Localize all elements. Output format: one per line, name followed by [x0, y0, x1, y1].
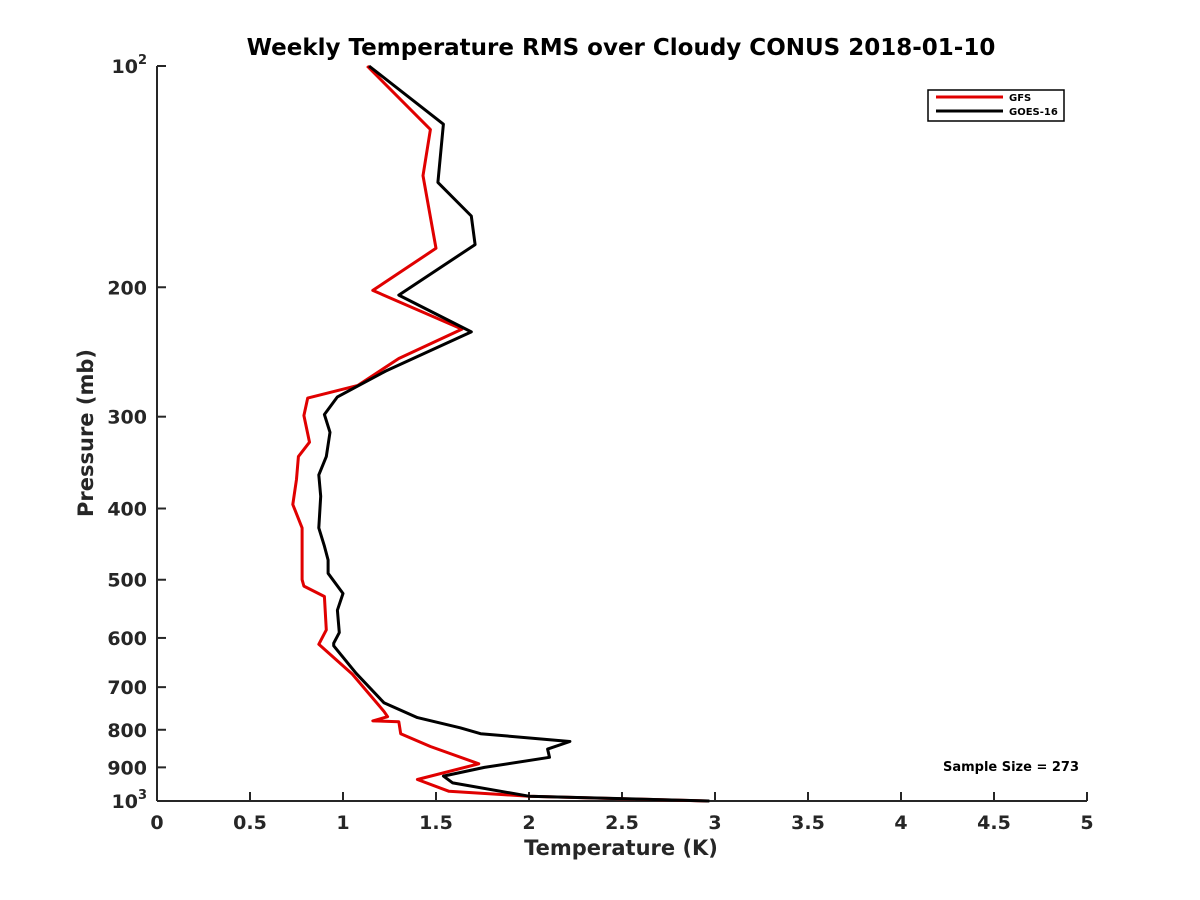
- y-tick-label: 500: [107, 570, 147, 592]
- series-line-goes-16: [317, 64, 710, 803]
- y-tick-label-base: 700: [107, 677, 147, 699]
- y-tick-label: 600: [107, 628, 147, 650]
- x-tick-label: 2: [522, 812, 535, 834]
- x-tick-label: 3.5: [791, 812, 825, 834]
- x-axis-label: Temperature (K): [524, 836, 718, 860]
- y-tick-label: 300: [107, 407, 147, 429]
- legend-label: GOES-16: [1009, 107, 1058, 118]
- legend-box: [927, 89, 1065, 122]
- y-tick-label-base: 800: [107, 720, 147, 742]
- x-tick-label: 4: [894, 812, 907, 834]
- x-tick-label: 4.5: [977, 812, 1011, 834]
- y-tick-label-base: 10: [112, 791, 138, 813]
- y-tick-label-base: 900: [107, 757, 147, 779]
- y-tick-label-base: 300: [107, 407, 147, 429]
- y-tick-label-base: 200: [107, 277, 147, 299]
- legend-label: GFS: [1009, 93, 1031, 104]
- x-tick-label: 1: [336, 812, 349, 834]
- x-tick-label: 1.5: [419, 812, 453, 834]
- y-axis-label: Pressure (mb): [74, 349, 98, 517]
- y-tick-label: 103: [112, 788, 148, 813]
- y-tick-label: 400: [107, 499, 147, 521]
- y-tick-label-base: 400: [107, 499, 147, 521]
- y-tick-label: 900: [107, 757, 147, 779]
- x-tick-label: 5: [1080, 812, 1093, 834]
- series-layer: [291, 64, 710, 803]
- y-tick-label: 102: [112, 53, 148, 78]
- x-tick-label: 3: [708, 812, 721, 834]
- y-tick-label: 700: [107, 677, 147, 699]
- y-tick-label: 800: [107, 720, 147, 742]
- x-axis-ticks: 0 0.5 1 1.5 2 2.5 3 3.5 4 4.5 5: [150, 792, 1094, 834]
- legend: GFS GOES-16: [927, 89, 1065, 122]
- y-tick-label-base: 600: [107, 628, 147, 650]
- y-tick-label-base: 500: [107, 570, 147, 592]
- series-line-gfs: [291, 64, 708, 803]
- chart-title: Weekly Temperature RMS over Cloudy CONUS…: [247, 35, 996, 61]
- x-tick-label: 0.5: [233, 812, 267, 834]
- y-tick-label-exponent: 2: [138, 53, 147, 68]
- y-tick-label: 200: [107, 277, 147, 299]
- x-tick-label: 0: [150, 812, 163, 834]
- x-tick-label: 2.5: [605, 812, 639, 834]
- y-tick-label-exponent: 3: [138, 788, 147, 803]
- plot-area: [156, 66, 1087, 802]
- sample-size-annotation: Sample Size = 273: [943, 760, 1079, 775]
- y-tick-label-base: 10: [112, 56, 138, 78]
